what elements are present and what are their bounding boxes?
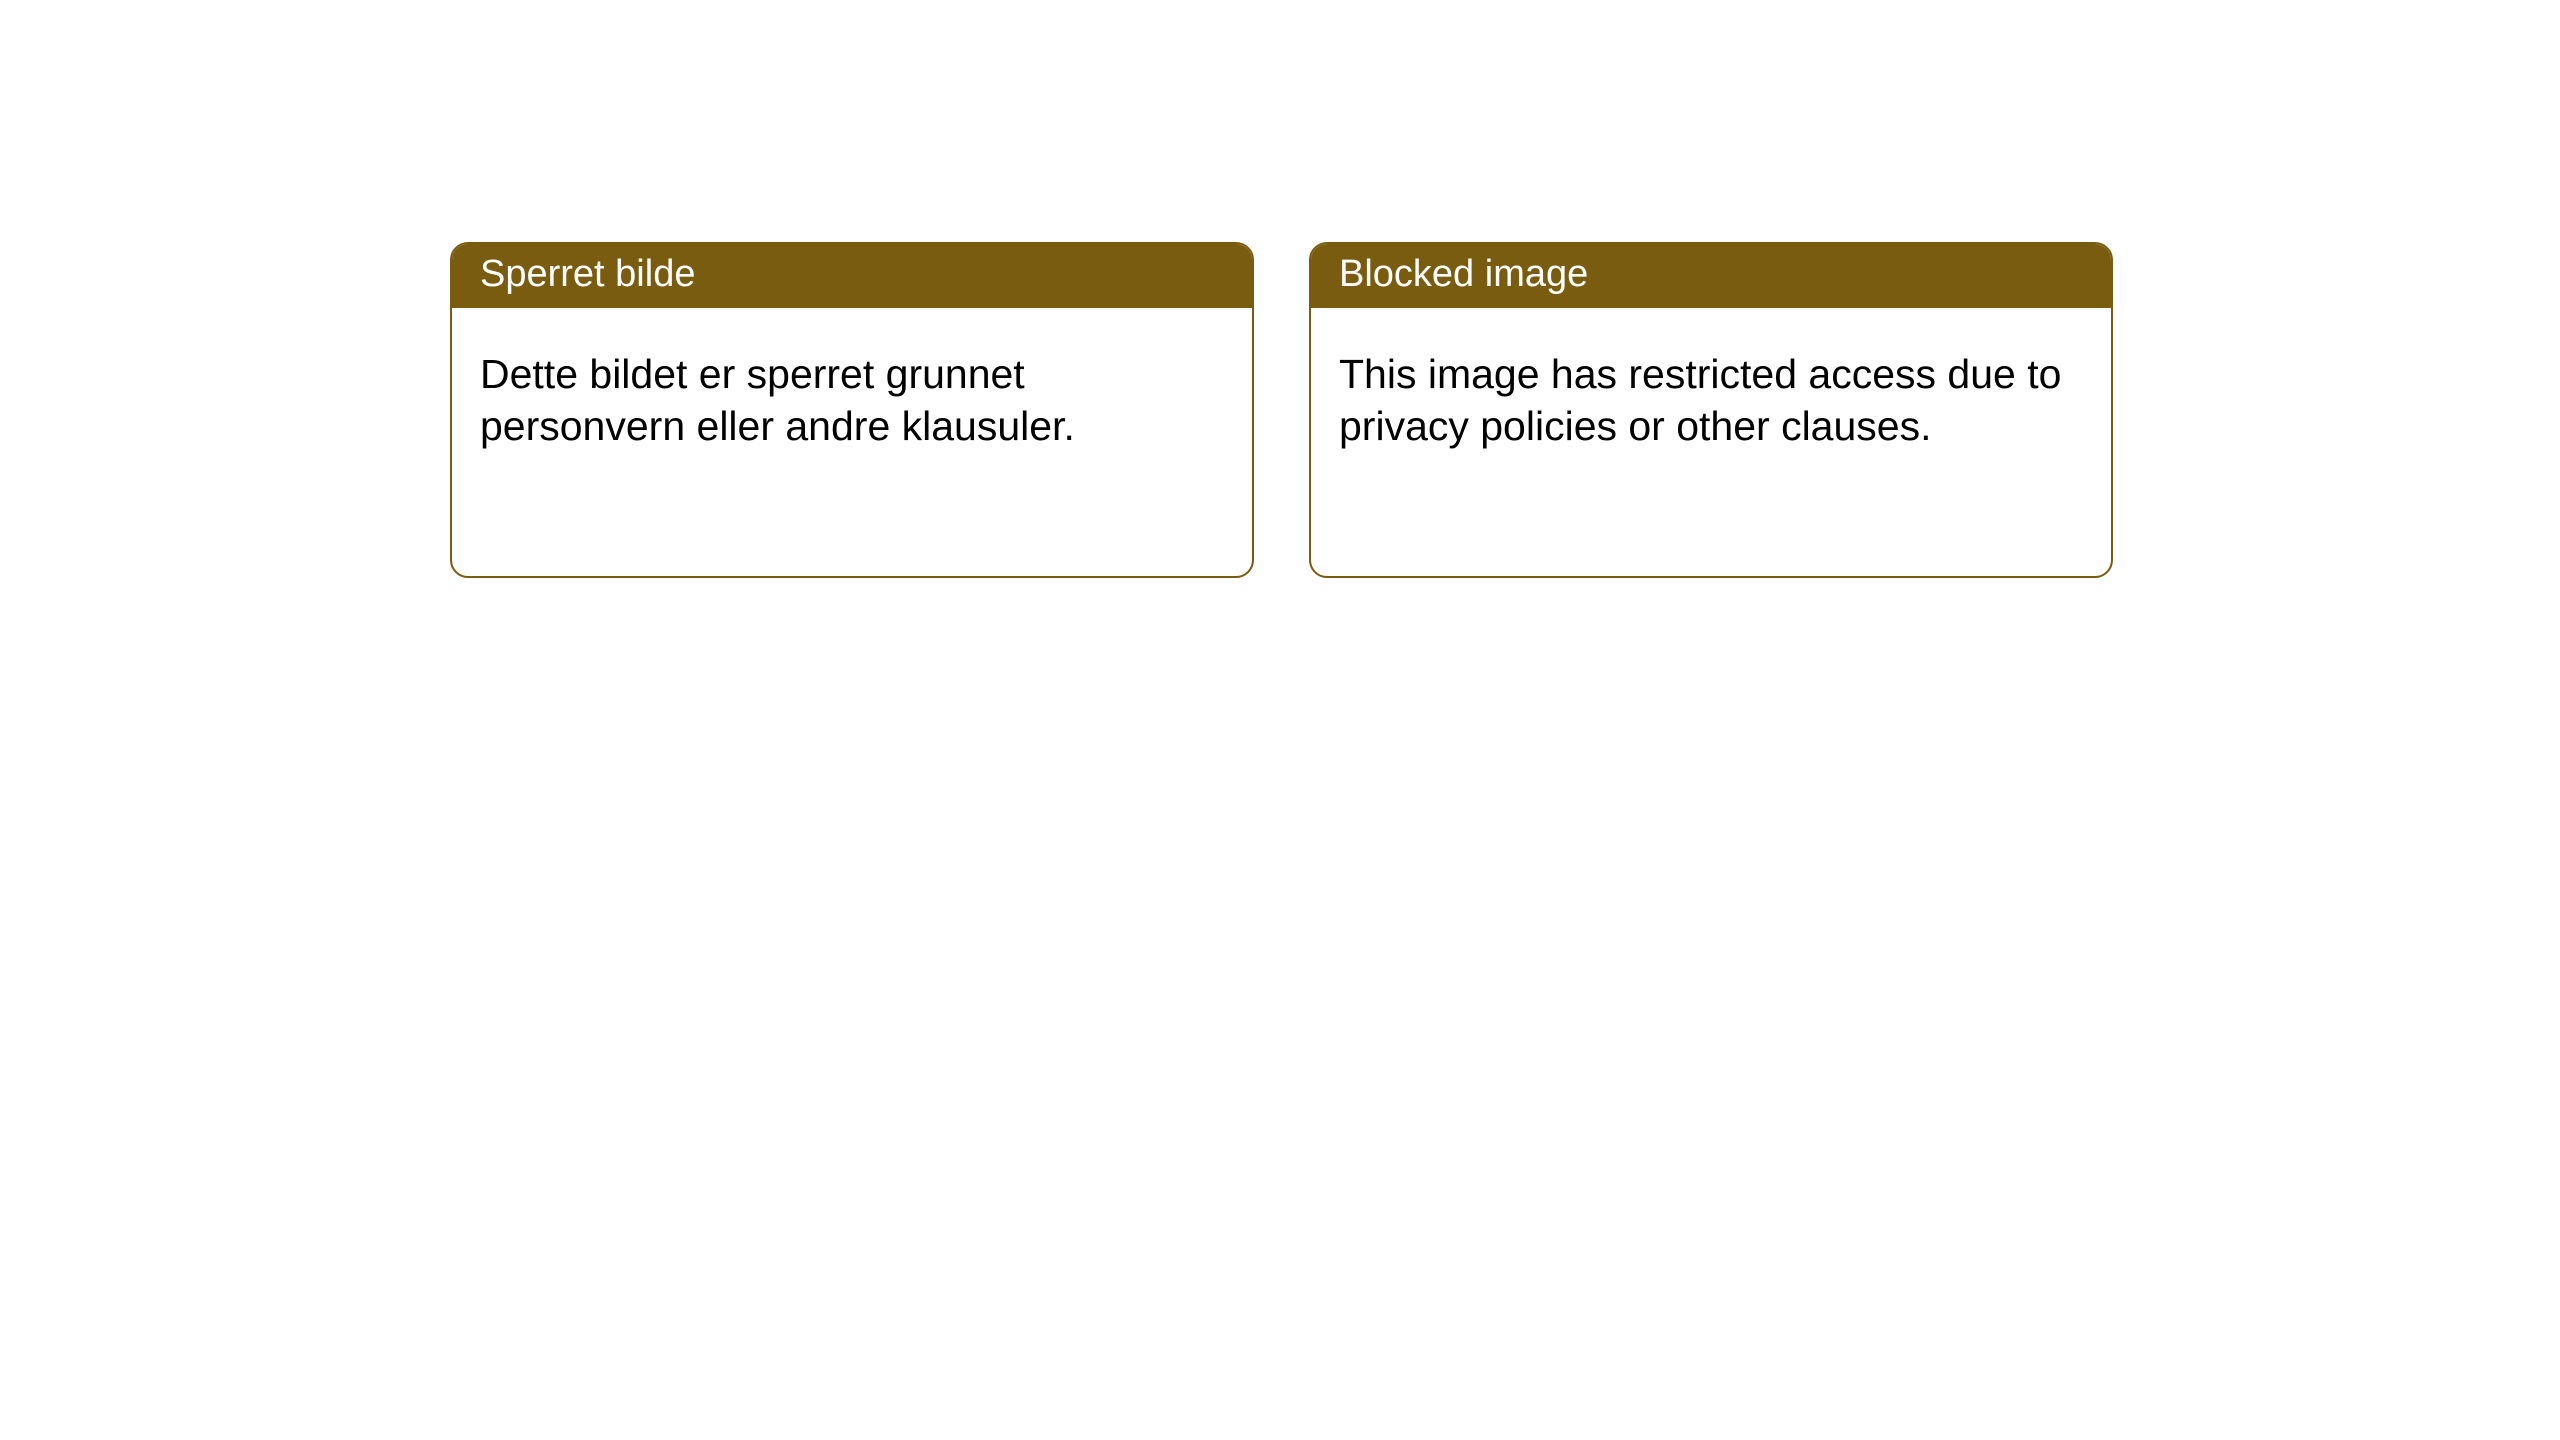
notice-header: Blocked image: [1311, 244, 2111, 308]
notice-container: Sperret bilde Dette bildet er sperret gr…: [0, 0, 2560, 578]
notice-body: This image has restricted access due to …: [1311, 308, 2111, 481]
notice-card-english: Blocked image This image has restricted …: [1309, 242, 2113, 578]
notice-header: Sperret bilde: [452, 244, 1252, 308]
notice-body: Dette bildet er sperret grunnet personve…: [452, 308, 1252, 481]
notice-card-norwegian: Sperret bilde Dette bildet er sperret gr…: [450, 242, 1254, 578]
